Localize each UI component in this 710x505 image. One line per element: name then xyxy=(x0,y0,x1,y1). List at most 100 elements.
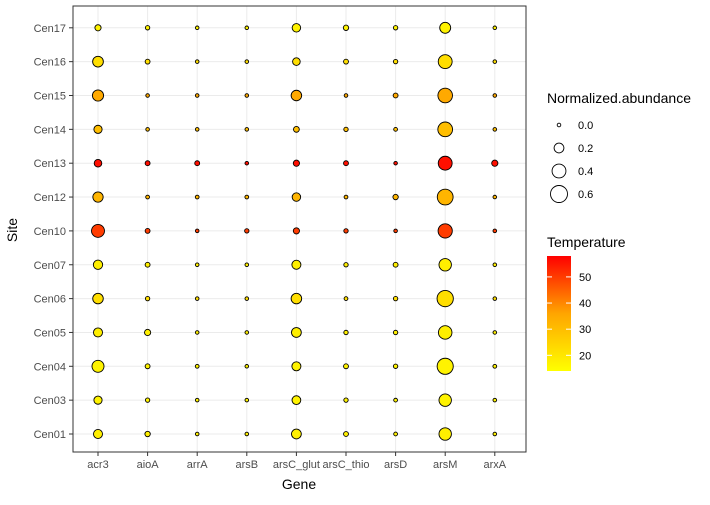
data-point xyxy=(244,194,250,200)
data-point xyxy=(194,25,200,31)
data-point xyxy=(343,363,349,370)
data-point xyxy=(92,259,104,270)
data-point xyxy=(145,194,150,200)
data-point xyxy=(291,428,302,440)
data-point xyxy=(292,57,301,66)
data-point xyxy=(194,363,200,369)
data-point xyxy=(291,23,302,33)
size-legend-key xyxy=(556,122,562,128)
data-point xyxy=(144,397,151,403)
data-point xyxy=(343,126,349,132)
data-point xyxy=(343,160,349,167)
y-tick-label: Cen16 xyxy=(34,57,66,69)
data-point xyxy=(343,262,349,268)
size-legend-key xyxy=(551,163,567,179)
data-point xyxy=(92,292,104,305)
data-point xyxy=(437,121,454,138)
y-tick-label: Cen14 xyxy=(34,124,66,136)
data-point xyxy=(343,431,349,437)
data-point xyxy=(437,223,453,239)
data-point xyxy=(194,262,200,268)
data-point xyxy=(91,89,105,102)
data-point xyxy=(144,227,151,234)
data-point xyxy=(343,228,349,234)
data-point xyxy=(343,93,349,98)
data-point xyxy=(492,228,498,234)
data-point xyxy=(194,194,200,200)
x-tick-label: arrA xyxy=(187,459,208,471)
data-point xyxy=(436,188,454,206)
color-bar xyxy=(547,256,571,371)
data-point xyxy=(194,397,200,403)
data-point xyxy=(145,93,150,98)
y-tick-label: Cen13 xyxy=(34,158,66,170)
y-tick-label: Cen07 xyxy=(34,260,66,272)
data-point xyxy=(393,431,398,437)
data-point xyxy=(194,296,200,301)
y-tick-label: Cen12 xyxy=(34,192,66,204)
y-tick-label: Cen05 xyxy=(34,327,66,339)
x-tick-label: arsC_thio xyxy=(322,459,369,471)
y-axis-ticks: Cen01 Cen03 Cen04 Cen05 Cen06 Cen07 Cen10 Cen12… xyxy=(34,23,73,441)
data-point xyxy=(144,160,151,167)
x-tick-label: acr3 xyxy=(87,459,108,471)
data-point xyxy=(291,361,302,372)
data-point xyxy=(144,261,151,268)
data-point xyxy=(492,127,498,132)
data-point xyxy=(392,59,399,65)
data-point xyxy=(244,262,250,268)
data-point xyxy=(492,431,498,437)
plot-border xyxy=(72,5,527,453)
data-point xyxy=(343,329,349,336)
data-point xyxy=(343,397,349,403)
data-point xyxy=(437,87,453,104)
x-axis-title: Gene xyxy=(282,476,316,492)
data-point xyxy=(292,159,300,167)
data-point xyxy=(144,295,151,302)
data-point xyxy=(194,127,200,132)
data-point xyxy=(291,192,302,202)
x-tick-label: arsD xyxy=(384,459,407,471)
data-points xyxy=(91,21,499,441)
data-point xyxy=(244,431,250,437)
data-point xyxy=(492,363,498,369)
size-legend-key xyxy=(553,142,565,154)
data-point xyxy=(244,59,250,64)
data-point xyxy=(342,24,350,31)
data-point xyxy=(194,228,200,234)
color-legend: Temperature 20 30 40 50 xyxy=(547,234,626,371)
data-point xyxy=(244,127,250,132)
y-tick-label: Cen04 xyxy=(34,361,66,373)
data-point xyxy=(436,290,454,308)
data-point xyxy=(492,93,498,98)
y-axis-title: Site xyxy=(4,218,20,242)
x-axis-ticks: acr3 aioA arrA arsB arsC_glut arsC_thio arsD ar… xyxy=(87,452,507,471)
data-point xyxy=(392,329,399,336)
data-point xyxy=(144,363,151,370)
y-tick-label: Cen17 xyxy=(34,23,66,35)
size-legend-key xyxy=(550,185,568,203)
y-tick-label: Cen01 xyxy=(34,429,66,441)
data-point xyxy=(393,228,398,234)
data-point xyxy=(290,89,303,102)
data-point xyxy=(92,55,104,68)
data-point xyxy=(144,25,151,31)
data-point xyxy=(343,58,349,65)
y-tick-label: Cen15 xyxy=(34,91,66,103)
data-point xyxy=(194,93,200,98)
x-tick-label: aioA xyxy=(137,459,160,471)
data-point xyxy=(194,330,200,335)
data-point xyxy=(492,262,498,268)
data-point xyxy=(244,160,250,166)
data-point xyxy=(438,427,452,441)
data-point xyxy=(244,296,250,301)
data-point xyxy=(291,259,302,270)
data-point xyxy=(491,159,499,167)
data-point xyxy=(244,228,250,234)
y-tick-label: Cen03 xyxy=(34,395,66,407)
data-point xyxy=(437,325,453,340)
data-point xyxy=(144,430,151,438)
data-point xyxy=(194,59,200,64)
